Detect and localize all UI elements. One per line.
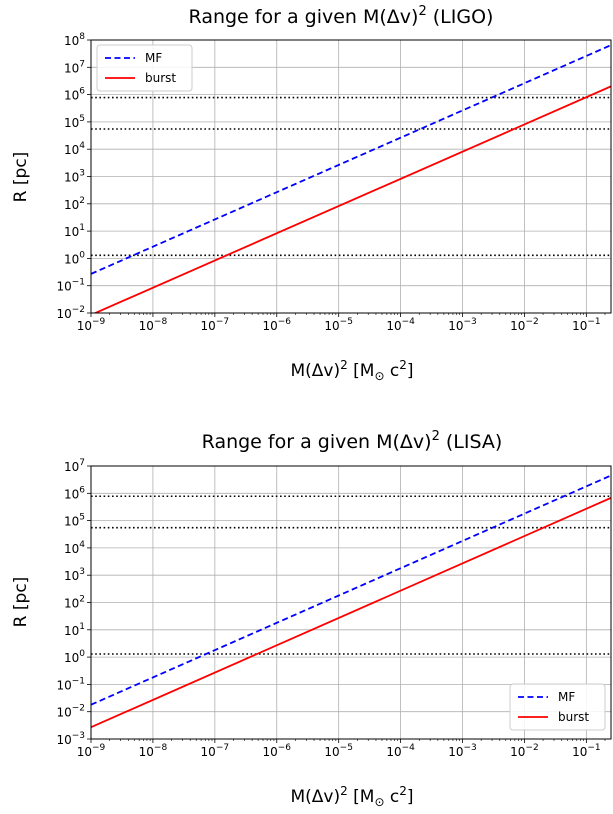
chart-ligo-x-tick-label: 10−8 [139,317,168,333]
chart-lisa-x-tick-label: 10−1 [572,743,601,759]
chart-ligo-title: Range for a given M(Δv)2 (LIGO) [189,4,494,28]
chart-lisa-x-tick-label: 10−7 [201,743,230,759]
chart-lisa-y-tick-label: 102 [64,595,85,611]
chart-lisa-plot-area: 10−9 10−8 10−7 10−6 10−5 10−4 10−3 10−2 10−1 10−3… [56,458,612,759]
chart-ligo-x-axis-label: M(Δv)2 [M⊙ c2] [290,358,413,383]
chart-lisa-x-tick-label: 10−8 [139,743,168,759]
chart-lisa-y-tick-label: 107 [64,458,85,474]
chart-lisa-series-burst [91,497,611,729]
chart-lisa-legend: MF burst [509,683,606,731]
chart-ligo-y-tick-label: 101 [64,223,85,239]
chart-lisa-y-tick-label: 100 [64,649,85,665]
chart-lisa-y-axis-label: R [pc] [11,577,31,628]
chart-ligo-y-tick-label: 103 [64,169,85,185]
chart-ligo-x-tick-label: 10−3 [448,317,477,333]
chart-lisa-x-tick-label: 10−5 [324,743,353,759]
chart-lisa-y-tick-label: 104 [64,540,85,556]
chart-lisa-x-tick-label: 10−3 [448,743,477,759]
chart-lisa-x-tick-label: 10−2 [510,743,539,759]
chart-ligo-legend-label: burst [145,71,176,85]
chart-lisa-x-axis-label: M(Δv)2 [M⊙ c2] [290,784,413,809]
chart-ligo-y-axis-label: R [pc] [11,152,31,203]
chart-lisa-y-tick-label: 103 [64,567,85,583]
chart-ligo-y-tick-label: 10−1 [56,278,85,294]
chart-ligo-y-tick-label: 104 [64,141,85,157]
chart-lisa-y-tick-label: 10−2 [56,704,85,720]
chart-ligo-y-tick-label: 106 [64,87,85,103]
chart-lisa-title: Range for a given M(Δv)2 (LISA) [202,429,503,453]
chart-lisa-y-tick-label: 10−1 [56,676,85,692]
chart-lisa-x-tick-label: 10−9 [77,743,106,759]
chart-ligo-y-tick-label: 105 [64,114,85,130]
chart-lisa-legend-label: burst [558,710,589,724]
chart-ligo: Range for a given M(Δv)2 (LIGO) 10−9 10−8… [11,4,612,383]
chart-ligo-y-tick-label: 100 [64,250,85,266]
chart-ligo-y-tick-label: 108 [64,32,85,48]
chart-ligo-y-tick-label: 102 [64,196,85,212]
chart-ligo-x-tick-label: 10−2 [510,317,539,333]
chart-ligo-x-tick-label: 10−9 [77,317,106,333]
chart-lisa-x-tick-label: 10−4 [386,743,415,759]
chart-lisa-legend-label: MF [558,690,575,704]
chart-ligo-y-tick-label: 10−2 [56,305,85,321]
chart-ligo-series-burst [93,85,611,313]
chart-ligo-legend-label: MF [145,51,162,65]
chart-ligo-legend: MF burst [96,44,193,92]
chart-lisa-y-tick-label: 101 [64,622,85,638]
chart-lisa-y-tick-label: 10−3 [56,731,85,747]
chart-lisa-y-tick-label: 106 [64,485,85,501]
chart-lisa-y-tick-label: 105 [64,513,85,529]
chart-ligo-y-tick-label: 107 [64,59,85,75]
chart-ligo-x-tick-label: 10−4 [386,317,415,333]
chart-ligo-x-tick-label: 10−6 [262,317,291,333]
chart-lisa: Range for a given M(Δv)2 (LISA) 10−9 10−8… [11,429,612,809]
chart-lisa-x-tick-label: 10−6 [262,743,291,759]
chart-ligo-x-tick-label: 10−5 [324,317,353,333]
chart-ligo-plot-area: 10−9 10−8 10−7 10−6 10−5 10−4 10−3 10−2 10−1 10−2… [56,32,612,333]
chart-ligo-x-tick-label: 10−1 [572,317,601,333]
chart-ligo-x-tick-label: 10−7 [201,317,230,333]
chart-lisa-series-mf [91,474,611,706]
